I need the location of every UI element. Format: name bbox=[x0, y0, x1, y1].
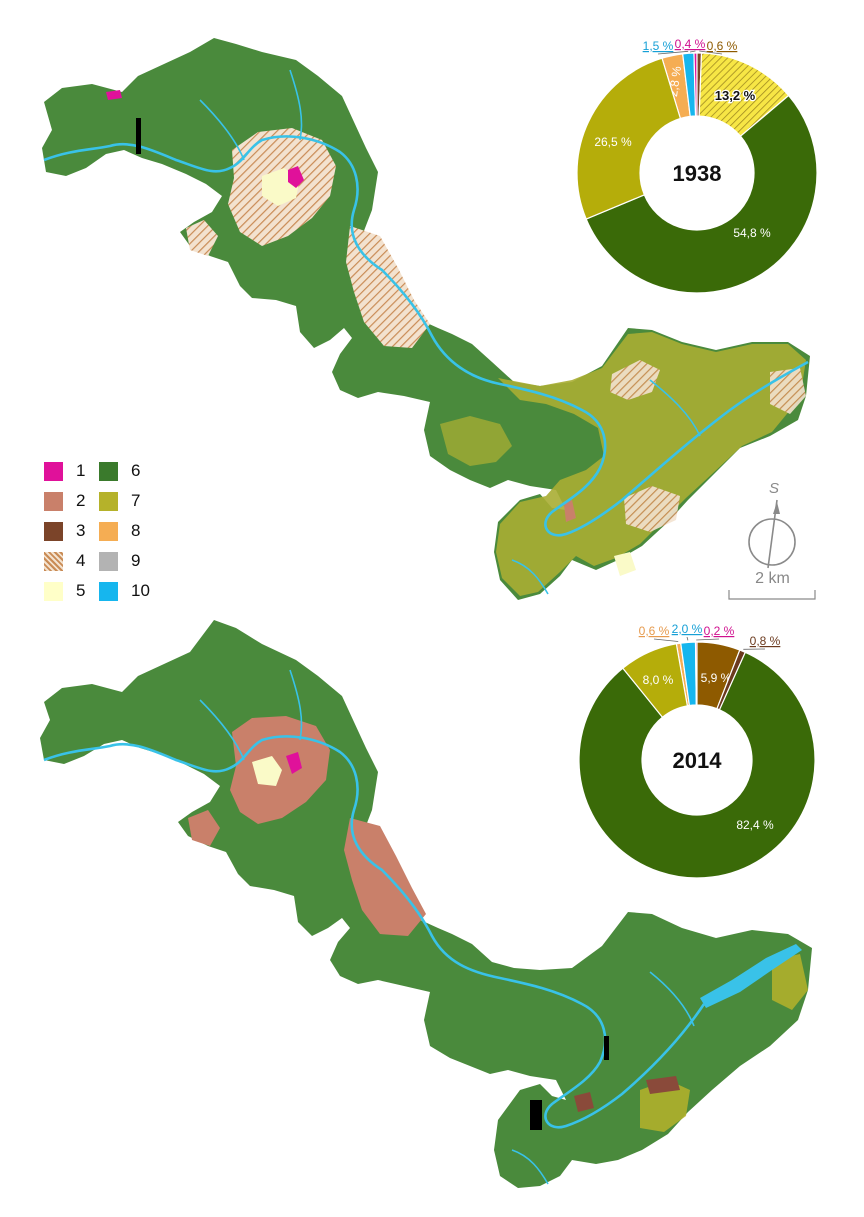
legend-swatch-3 bbox=[44, 521, 63, 541]
legend-label-8: 8 bbox=[131, 521, 141, 540]
map-1938-stream-3 bbox=[511, 559, 549, 595]
legend-swatch-10 bbox=[99, 581, 118, 601]
map-1938-nodata bbox=[136, 118, 141, 154]
legend-swatch-4 bbox=[44, 551, 63, 571]
map-2014-brown-patch bbox=[646, 1076, 680, 1094]
legend-item-7: 7 bbox=[99, 490, 140, 512]
map-2014-stream-3 bbox=[511, 1149, 549, 1185]
north-arrow-label: S bbox=[768, 480, 779, 497]
legend-swatch-9 bbox=[99, 551, 118, 571]
legend-label-10: 10 bbox=[131, 581, 150, 600]
map-2014-brown-patch2 bbox=[574, 1092, 594, 1112]
scale-bar-label: 2 km bbox=[755, 570, 790, 587]
pie-2014-title: 2014 bbox=[673, 748, 723, 773]
map-1938-hatched-west bbox=[186, 220, 218, 256]
pie-2014-leader-1 bbox=[696, 638, 720, 641]
map-2014 bbox=[40, 620, 812, 1188]
pie-1938-slice-7 bbox=[576, 57, 682, 220]
legend-label-5: 5 bbox=[76, 581, 86, 600]
map-2014-stream-1 bbox=[199, 699, 245, 761]
pie-2014-label-6: 82,4 % bbox=[736, 818, 774, 832]
legend-label-7: 7 bbox=[131, 491, 141, 510]
pie-2014-label-8: 0,6 % bbox=[639, 624, 670, 638]
map-1938 bbox=[42, 38, 810, 600]
map-1938-built bbox=[288, 166, 304, 188]
pie-2014-label-2: 5,9 % bbox=[701, 671, 732, 685]
legend-swatch-8 bbox=[99, 521, 118, 541]
legend-item-6: 6 bbox=[99, 460, 140, 482]
scale-bar-line bbox=[728, 590, 816, 600]
map-2014-orchard-southeast bbox=[344, 818, 426, 936]
legend-item-3: 3 bbox=[44, 520, 85, 542]
north-arrow-icon bbox=[748, 499, 796, 569]
pie-1938-label-1: 0,4 % bbox=[675, 37, 706, 51]
map-1938-built-west bbox=[106, 90, 122, 100]
pie-2014-slice-7 bbox=[622, 643, 689, 719]
map-2014-pale-village bbox=[252, 756, 282, 786]
pie-1938-label-3: 0,6 % bbox=[707, 39, 738, 53]
map-1938-river bbox=[43, 135, 809, 537]
map-2014-built bbox=[286, 752, 302, 774]
legend-item-4: 4 bbox=[44, 550, 85, 572]
map-2014-nodata-2 bbox=[604, 1036, 609, 1060]
legend-item-8: 8 bbox=[99, 520, 140, 542]
legend-item-9: 9 bbox=[99, 550, 140, 572]
legend-label-9: 9 bbox=[131, 551, 141, 570]
legend-item-10: 10 bbox=[99, 580, 150, 602]
map-2014-stream-2 bbox=[289, 669, 303, 741]
map-1938-olive-patch bbox=[440, 416, 512, 466]
pie-chart-1938: 2,8 %1,5 % 0,4 % 0,6 %13,2 %54,8 %26,5 %19… bbox=[576, 37, 818, 294]
legend-item-1: 1 bbox=[44, 460, 85, 482]
pie-1938-leader-10 bbox=[657, 50, 689, 55]
legend-swatch-1 bbox=[44, 461, 63, 481]
legend-swatch-6 bbox=[99, 461, 118, 481]
map-2014-olive-east bbox=[772, 954, 808, 1010]
map-2014-landmass bbox=[40, 620, 812, 1188]
pie-1938-label-4: 13,2 % bbox=[715, 88, 756, 103]
scale-bar: S 2 km bbox=[725, 480, 820, 605]
pie-1938-label-7: 26,5 % bbox=[594, 135, 632, 149]
legend-swatch-7 bbox=[99, 491, 118, 511]
legend-item-2: 2 bbox=[44, 490, 85, 512]
map-1938-stream-4 bbox=[649, 379, 701, 437]
pie-2014-leader-8 bbox=[653, 638, 679, 642]
map-1938-stream-1 bbox=[199, 99, 245, 161]
legend-label-3: 3 bbox=[76, 521, 86, 540]
legend-label-2: 2 bbox=[76, 491, 86, 510]
map-2014-river bbox=[43, 735, 706, 1129]
map-1938-built-south bbox=[564, 500, 576, 522]
pie-2014-label-10: 2,0 % bbox=[672, 622, 703, 636]
map-2014-reservoir bbox=[700, 944, 802, 1008]
pie-chart-2014: 0,6 % 2,0 % 0,2 % 5,9 % 0,8 % 82,4 % 8,0 % 2014 bbox=[578, 622, 816, 879]
legend-label-1: 1 bbox=[76, 461, 86, 480]
pie-1938-title: 1938 bbox=[673, 161, 722, 186]
map-2014-stream-4 bbox=[649, 971, 695, 1027]
legend-item-5: 5 bbox=[44, 580, 85, 602]
pie-1938-label-6: 54,8 % bbox=[733, 226, 771, 240]
pie-1938-label-10: 1,5 % bbox=[643, 39, 674, 53]
map-2014-orchard-west bbox=[188, 810, 220, 846]
pie-1938-leader-1 bbox=[689, 50, 696, 53]
legend-swatch-5 bbox=[44, 581, 63, 601]
map-1938-hatched-east bbox=[610, 360, 660, 400]
pie-2014-leader-10 bbox=[686, 636, 689, 641]
pie-1938-leader-3 bbox=[699, 50, 723, 55]
legend: 1 2 3 4 5 6 7 8 9 10 bbox=[44, 460, 164, 605]
map-1938-stream-2 bbox=[289, 69, 303, 141]
pie-2014-label-1: 0,2 % bbox=[704, 624, 735, 638]
map-1938-pale-south bbox=[614, 552, 636, 576]
legend-label-4: 4 bbox=[76, 551, 86, 570]
pie-1938-slice-6 bbox=[585, 94, 818, 294]
pie-2014-slice-6 bbox=[578, 651, 816, 879]
legend-swatch-2 bbox=[44, 491, 63, 511]
map-2014-nodata bbox=[530, 1100, 542, 1130]
legend-label-6: 6 bbox=[131, 461, 141, 480]
pie-2014-label-3: 0,8 % bbox=[750, 634, 781, 648]
map-1938-hatched-south bbox=[624, 486, 680, 532]
pie-2014-label-7: 8,0 % bbox=[643, 673, 674, 687]
